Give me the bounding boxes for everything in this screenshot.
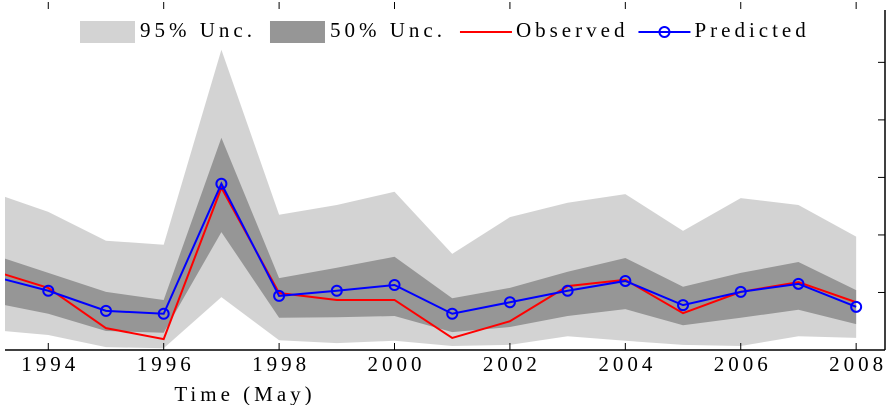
legend-swatch: [269, 21, 325, 43]
legend-label: Predicted: [694, 18, 809, 42]
point-marker: [503, 296, 516, 309]
x-tick-label: 2000: [368, 352, 426, 376]
point-marker: [734, 285, 747, 298]
legend-label: Observed: [516, 18, 628, 42]
series-line: [5, 181, 857, 315]
point-marker: [330, 284, 343, 297]
point-marker: [388, 278, 401, 291]
series-line: [5, 185, 857, 341]
point-marker: [792, 277, 805, 290]
x-tick-label: 1998: [252, 352, 310, 376]
legend-marker: [658, 26, 671, 38]
x-tick-label: 2008: [829, 352, 887, 376]
x-tick-label: 1994: [21, 352, 79, 376]
x-tick-label: 1996: [137, 352, 195, 376]
point-marker: [850, 300, 863, 313]
point-marker: [561, 284, 574, 297]
plot-area: [5, 49, 863, 349]
legend-label: 50% Unc.: [330, 18, 446, 42]
legend-swatch: [80, 21, 135, 43]
point-marker: [273, 289, 286, 302]
axes: 1994 1996 1998 2000 2002 2004 2006 2008 Time (Ma…: [5, 2, 887, 405]
point-marker: [42, 284, 55, 297]
point-marker: [99, 304, 112, 317]
point-marker: [157, 307, 170, 320]
legend-label: 95% Unc.: [140, 18, 256, 42]
point-marker: [215, 177, 228, 190]
point-marker: [619, 274, 632, 287]
x-tick-label: 2004: [598, 352, 656, 376]
x-tick-label: 2002: [483, 352, 541, 376]
x-axis-label: Time (May): [174, 382, 315, 405]
point-marker: [677, 299, 690, 312]
x-tick-label: 2006: [714, 352, 772, 376]
point-marker: [446, 307, 459, 320]
